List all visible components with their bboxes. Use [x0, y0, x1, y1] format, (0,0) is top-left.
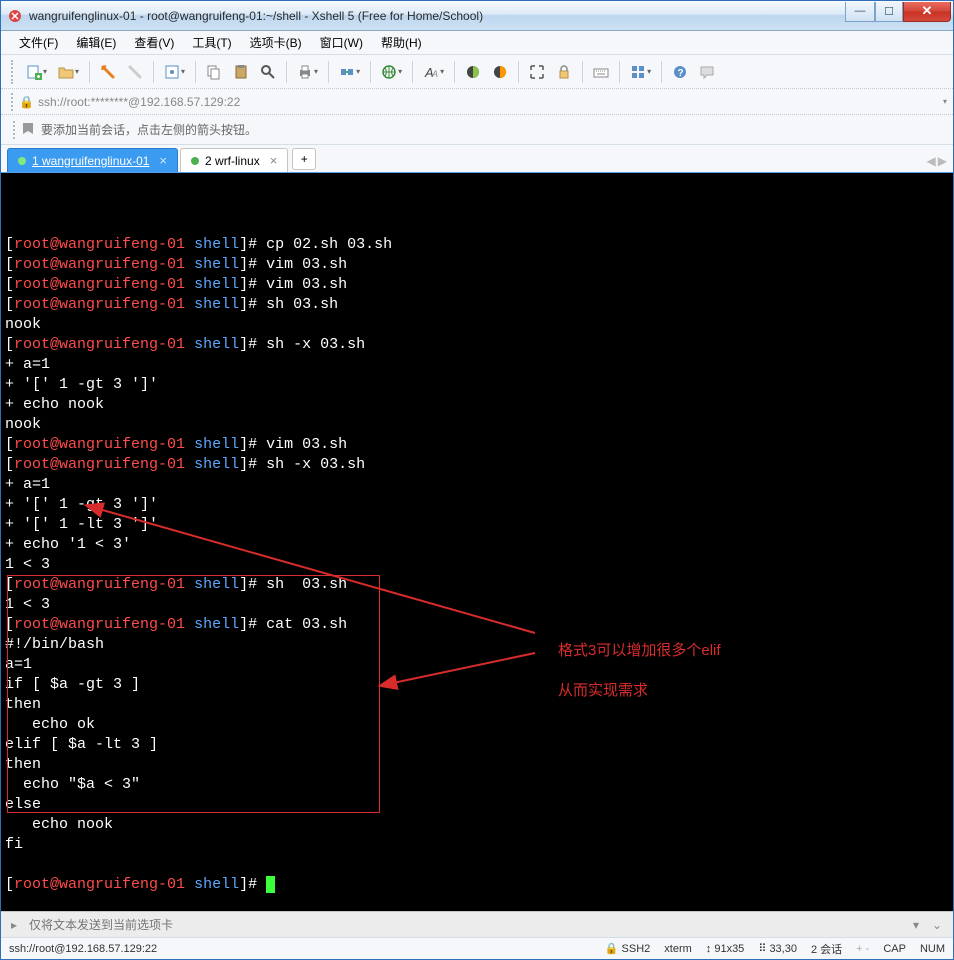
menu-item[interactable]: 选项卡(B)	[242, 31, 310, 54]
new-button[interactable]: ▾	[22, 60, 51, 84]
send-input[interactable]	[23, 915, 907, 935]
statusbar: ssh://root@192.168.57.129:22 🔒 SSH2 xter…	[1, 937, 953, 959]
tab-next[interactable]: ▶	[938, 154, 947, 168]
keyboard-button[interactable]	[589, 60, 613, 84]
properties-button[interactable]: ▾	[160, 60, 189, 84]
window-title: wangruifenglinux-01 - root@wangruifeng-0…	[29, 9, 845, 23]
web-button[interactable]: ▾	[377, 60, 406, 84]
reconnect-button[interactable]	[96, 60, 120, 84]
color2-button[interactable]	[488, 60, 512, 84]
window-buttons: — ☐ ✕	[845, 2, 951, 22]
send-icon[interactable]: ▸	[5, 918, 23, 932]
tab-close[interactable]: ×	[270, 153, 278, 168]
status-size: ↕ 91x35	[706, 943, 745, 955]
menu-item[interactable]: 帮助(H)	[373, 31, 430, 54]
status-sessions: 2 会话	[811, 941, 842, 957]
status-caps: CAP	[883, 943, 906, 955]
status-connection: ssh://root@192.168.57.129:22	[9, 943, 591, 955]
find-button[interactable]	[256, 60, 280, 84]
tab-nav: ◀ ▶	[927, 154, 947, 168]
titlebar: wangruifenglinux-01 - root@wangruifeng-0…	[1, 1, 953, 31]
status-dot	[18, 157, 26, 165]
toolbar: ▾ ▾ ▾ ▾ ▾ ▾ AA▾ ▾ ?	[1, 55, 953, 89]
menu-item[interactable]: 窗口(W)	[312, 31, 371, 54]
color1-button[interactable]	[461, 60, 485, 84]
tab-prev[interactable]: ◀	[927, 154, 936, 168]
maximize-button[interactable]: ☐	[875, 2, 903, 22]
menu-item[interactable]: 工具(T)	[184, 31, 239, 54]
menu-item[interactable]: 编辑(E)	[68, 31, 124, 54]
new-tab-button[interactable]: +	[292, 148, 316, 170]
lock-icon: 🔒	[19, 95, 34, 109]
status-proto: 🔒 SSH2	[605, 942, 651, 955]
menu-item[interactable]: 查看(V)	[126, 31, 182, 54]
terminal[interactable]: [root@wangruifeng-01 shell]# cp 02.sh 03…	[1, 173, 953, 911]
tabbar: 1 wangruifenglinux-01 × 2 wrf-linux × + ◀ ▶	[1, 145, 953, 173]
svg-text:?: ?	[678, 68, 684, 79]
tab-label: 2 wrf-linux	[205, 154, 260, 168]
svg-text:A: A	[431, 69, 438, 79]
close-button[interactable]: ✕	[903, 2, 951, 22]
transfer-button[interactable]: ▾	[335, 60, 364, 84]
session-tab[interactable]: 1 wangruifenglinux-01 ×	[7, 148, 178, 172]
status-dot	[191, 157, 199, 165]
send-minimize[interactable]: ⌄	[925, 918, 949, 932]
session-tab[interactable]: 2 wrf-linux ×	[180, 148, 288, 172]
grip	[11, 60, 15, 84]
minimize-button[interactable]: —	[845, 2, 875, 22]
disconnect-button[interactable]	[123, 60, 147, 84]
layout-button[interactable]: ▾	[626, 60, 655, 84]
print-button[interactable]: ▾	[293, 60, 322, 84]
copy-button[interactable]	[202, 60, 226, 84]
addressbar: 🔒 ssh://root:********@192.168.57.129:22 …	[1, 89, 953, 115]
inputbar: ▸ ▾ ⌄	[1, 911, 953, 937]
tab-close[interactable]: ×	[159, 153, 167, 168]
menubar: 文件(F)编辑(E)查看(V)工具(T)选项卡(B)窗口(W)帮助(H)	[1, 31, 953, 55]
infobar: 要添加当前会话，点击左侧的箭头按钮。	[1, 115, 953, 145]
chat-button[interactable]	[695, 60, 719, 84]
menu-item[interactable]: 文件(F)	[11, 31, 66, 54]
status-expand[interactable]: + -	[856, 943, 869, 955]
status-num: NUM	[920, 943, 945, 955]
status-pos: ⠿ 33,30	[758, 942, 797, 955]
status-term: xterm	[664, 943, 692, 955]
tab-label: 1 wangruifenglinux-01	[32, 154, 149, 168]
app-icon	[7, 8, 23, 24]
lock-button[interactable]	[552, 60, 576, 84]
open-button[interactable]: ▾	[54, 60, 83, 84]
font-button[interactable]: AA▾	[419, 60, 448, 84]
app-window: wangruifenglinux-01 - root@wangruifeng-0…	[0, 0, 954, 960]
send-dropdown[interactable]: ▾	[907, 918, 925, 932]
address-text: ssh://root:********@192.168.57.129:22	[38, 95, 240, 109]
address-dropdown[interactable]: ▾	[943, 97, 947, 106]
help-button[interactable]: ?	[668, 60, 692, 84]
info-text: 要添加当前会话，点击左侧的箭头按钮。	[41, 121, 257, 138]
fullscreen-button[interactable]	[525, 60, 549, 84]
bookmark-icon[interactable]	[21, 121, 35, 138]
paste-button[interactable]	[229, 60, 253, 84]
